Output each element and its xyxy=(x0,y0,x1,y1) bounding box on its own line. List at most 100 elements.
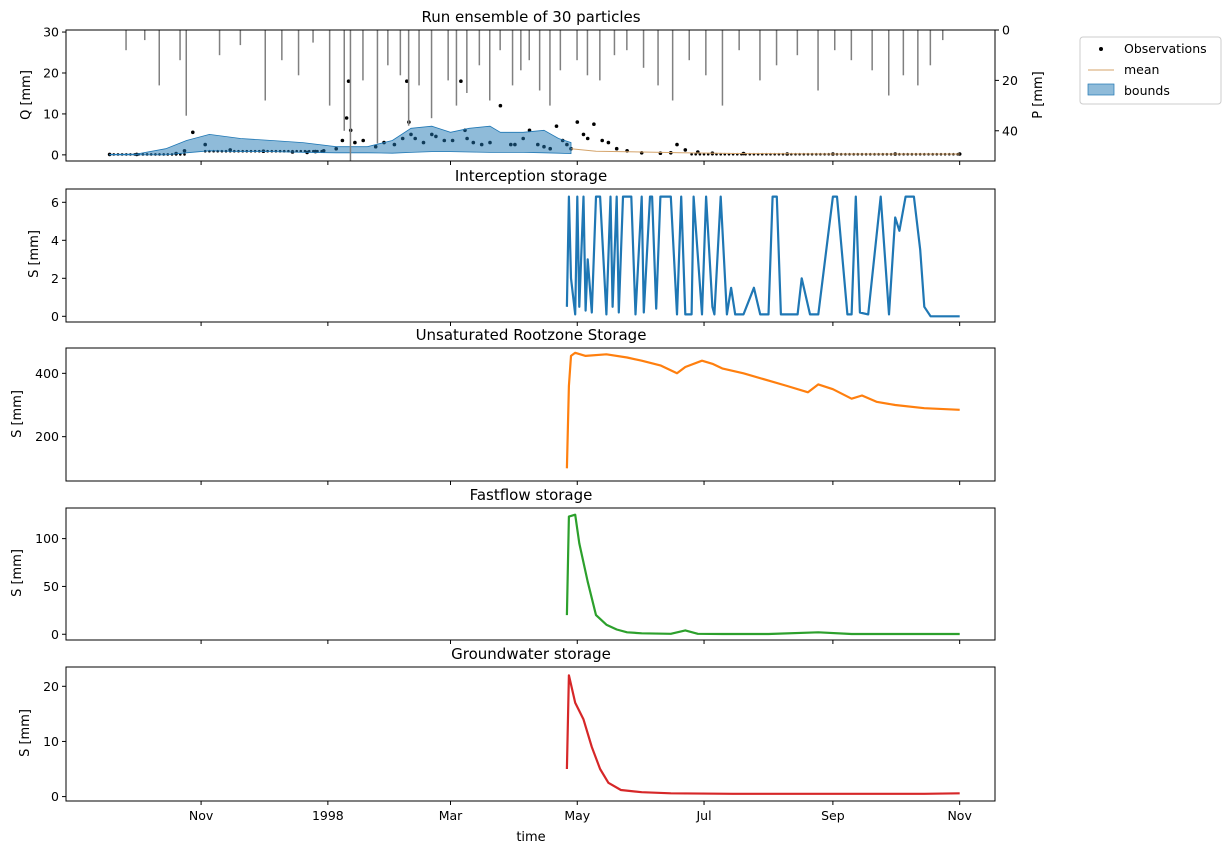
precip-bar xyxy=(888,30,890,96)
precip-bar xyxy=(538,30,541,91)
precip-bar xyxy=(657,30,659,86)
observation-point xyxy=(592,122,596,126)
observation-point xyxy=(527,128,532,133)
observation-point xyxy=(600,138,604,143)
panel-5-plot-area xyxy=(565,674,960,795)
observation-point xyxy=(683,148,688,152)
panel-1-plot-area xyxy=(107,30,962,161)
observation-point xyxy=(361,138,366,143)
precip-bar xyxy=(218,30,221,56)
precip-bar xyxy=(430,30,433,119)
precip-bar xyxy=(387,30,389,66)
y-tick-label: 30 xyxy=(43,25,59,40)
precip-bar xyxy=(125,30,127,51)
precip-bar xyxy=(511,30,514,86)
precip-bar xyxy=(796,30,799,56)
precip-bar xyxy=(738,30,740,51)
panel-2-ylabel: S [mm] xyxy=(27,230,42,278)
precip-bar xyxy=(599,30,601,81)
panel-4-series-0-line xyxy=(565,513,960,636)
panel-3: 200 400 xyxy=(35,347,996,485)
panel-5-title: Groundwater storage xyxy=(451,645,611,663)
y-tick-label: 10 xyxy=(43,734,59,749)
precip-bar xyxy=(721,30,724,106)
precip-bar xyxy=(239,30,242,46)
panel-1-ylabel: Q [mm] xyxy=(19,70,34,120)
precip-bar xyxy=(817,30,819,91)
observation-point xyxy=(690,152,693,156)
observation-point xyxy=(183,153,186,156)
panel-2: 0 2 4 6 xyxy=(51,188,996,326)
panel-4-plot-area xyxy=(565,513,960,636)
observation-point xyxy=(459,79,463,83)
y-tick-label: 20 xyxy=(43,679,59,694)
legend: Observations mean bounds xyxy=(1079,36,1222,105)
precip-bar xyxy=(917,30,919,86)
precip-bar xyxy=(179,30,181,61)
precip-bar xyxy=(362,30,364,81)
observation-point xyxy=(585,136,590,141)
observation-point xyxy=(498,103,503,108)
legend-bounds-label: bounds xyxy=(1124,83,1170,98)
precip-bar xyxy=(312,30,314,43)
legend-frame xyxy=(1079,36,1222,105)
x-tick-label: Nov xyxy=(189,808,214,823)
panel-2-frame xyxy=(65,188,996,323)
precip-bar xyxy=(343,30,345,131)
precip-bar xyxy=(850,30,853,61)
panel-3-ylabel: S [mm] xyxy=(10,390,25,438)
precip-bar xyxy=(407,30,410,126)
precip-bar xyxy=(759,30,761,81)
precip-bar xyxy=(455,30,458,106)
panel-2-series-0-line xyxy=(565,195,960,318)
y-tick-label: 2 xyxy=(51,271,59,286)
panel-1-series-mean-line xyxy=(570,148,960,155)
precip-bar xyxy=(902,30,905,76)
precip-bar xyxy=(376,30,379,144)
panel-1-ylabel-right: P [mm] xyxy=(1031,71,1046,118)
panel-1-title: Run ensemble of 30 particles xyxy=(421,8,640,26)
observation-point xyxy=(575,120,580,124)
x-tick-label: Nov xyxy=(947,808,972,823)
precip-bar xyxy=(328,30,331,106)
panel-4-frame xyxy=(65,507,996,641)
panel-1: 0 10 20 30 0 20 40 xyxy=(43,23,1018,165)
observation-point xyxy=(554,124,559,128)
precip-bar xyxy=(528,30,530,61)
legend-bounds-marker xyxy=(1087,83,1115,96)
x-tick-label: Mar xyxy=(439,808,463,823)
precip-bar xyxy=(671,30,674,101)
precip-bar xyxy=(613,30,616,56)
y-tick-label: 0 xyxy=(51,309,59,324)
precip-bar xyxy=(185,30,187,116)
panel-5-series-0-line xyxy=(565,674,960,795)
precip-bar xyxy=(520,30,522,71)
panel-5-ylabel: S [mm] xyxy=(18,709,33,757)
observation-point xyxy=(346,79,351,83)
observation-point xyxy=(694,152,697,156)
panel-4: 0 50 100 xyxy=(35,507,996,644)
panel-1-frame xyxy=(65,29,996,162)
observation-point xyxy=(405,79,409,83)
precip-bar xyxy=(688,30,690,61)
y-tick-label: 20 xyxy=(43,65,59,80)
precip-bar xyxy=(705,30,707,76)
precip-bar xyxy=(775,30,778,66)
observation-point xyxy=(344,116,349,120)
text-layer: Run ensemble of 30 particles Interceptio… xyxy=(10,8,1046,845)
precip-bar xyxy=(929,30,932,66)
legend-observations-label: Observations xyxy=(1124,41,1207,56)
precip-bar xyxy=(447,30,449,81)
precip-bar xyxy=(144,30,146,41)
panel-2-plot-area xyxy=(565,195,960,318)
precip-bar xyxy=(466,30,468,93)
observation-point xyxy=(581,132,586,137)
precip-bar xyxy=(478,30,481,66)
precip-bar xyxy=(349,30,352,161)
precip-bar xyxy=(576,30,578,61)
bounds-band xyxy=(109,125,572,156)
observation-point xyxy=(353,140,357,145)
